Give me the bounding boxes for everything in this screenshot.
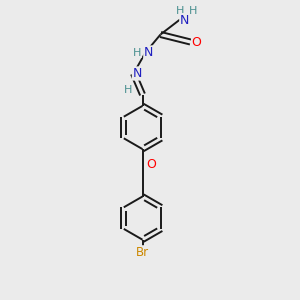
Text: N: N (180, 14, 189, 27)
Text: Br: Br (136, 246, 149, 259)
Text: N: N (132, 67, 142, 80)
Text: H: H (124, 85, 132, 95)
Text: N: N (144, 46, 153, 59)
Text: H: H (133, 47, 141, 58)
Text: H: H (188, 6, 197, 16)
Text: O: O (147, 158, 156, 171)
Text: H: H (176, 6, 184, 16)
Text: O: O (192, 35, 201, 49)
